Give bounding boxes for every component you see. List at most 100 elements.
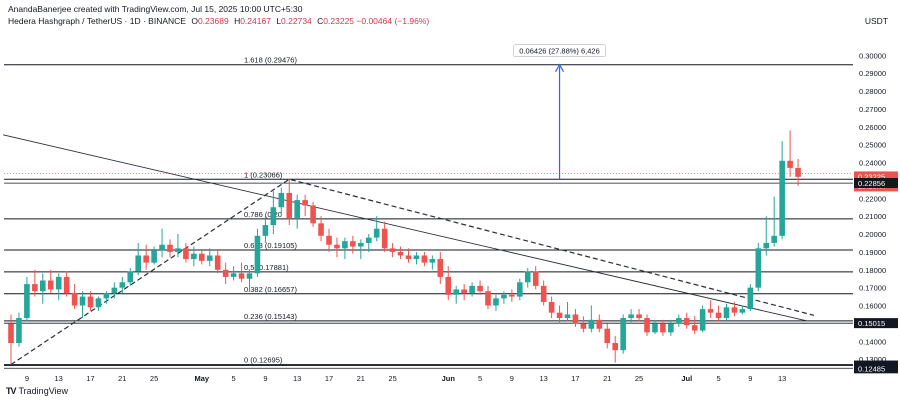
- candle-body[interactable]: [246, 273, 253, 279]
- candle-body[interactable]: [326, 235, 332, 245]
- candle-body[interactable]: [381, 228, 388, 249]
- candle-body[interactable]: [747, 287, 754, 310]
- candle-body[interactable]: [596, 319, 603, 329]
- candle-body[interactable]: [795, 167, 801, 177]
- candle-body[interactable]: [103, 293, 110, 299]
- candle-body[interactable]: [278, 192, 285, 208]
- candle-body[interactable]: [214, 255, 221, 270]
- candle-body[interactable]: [485, 291, 491, 306]
- candle-body[interactable]: [151, 250, 157, 263]
- candle-body[interactable]: [63, 276, 70, 294]
- candle-body[interactable]: [421, 255, 428, 263]
- candle-body[interactable]: [691, 325, 698, 331]
- candle-body[interactable]: [604, 328, 611, 344]
- candle-body[interactable]: [755, 248, 762, 288]
- candle-body[interactable]: [540, 285, 547, 302]
- candle-body[interactable]: [40, 280, 46, 292]
- candle-body[interactable]: [477, 285, 483, 292]
- candle-body[interactable]: [429, 259, 436, 263]
- candle-body[interactable]: [564, 314, 571, 319]
- candle-body[interactable]: [8, 323, 14, 344]
- candle-body[interactable]: [87, 296, 94, 308]
- candle-body[interactable]: [461, 289, 467, 294]
- candle-body[interactable]: [167, 244, 173, 252]
- candle-body[interactable]: [620, 318, 626, 351]
- candle-body[interactable]: [302, 200, 308, 206]
- candle-body[interactable]: [318, 223, 324, 236]
- candle-body[interactable]: [469, 285, 475, 294]
- candle-body[interactable]: [389, 248, 396, 252]
- candle-body[interactable]: [771, 235, 777, 243]
- candle-body[interactable]: [572, 314, 579, 324]
- candle-body[interactable]: [787, 160, 793, 168]
- candle-body[interactable]: [509, 294, 515, 297]
- candle-body[interactable]: [350, 241, 356, 247]
- candle-body[interactable]: [310, 205, 316, 224]
- candle-body[interactable]: [628, 314, 634, 319]
- candle-body[interactable]: [636, 314, 642, 319]
- candle-body[interactable]: [71, 293, 78, 306]
- candle-body[interactable]: [532, 271, 539, 286]
- candle-body[interactable]: [763, 242, 770, 249]
- candle-body[interactable]: [739, 309, 746, 313]
- candle-body[interactable]: [652, 323, 658, 333]
- candle-body[interactable]: [524, 271, 531, 283]
- candle-body[interactable]: [175, 248, 181, 252]
- candle-body[interactable]: [119, 282, 126, 288]
- candle-body[interactable]: [413, 255, 420, 260]
- candle-body[interactable]: [262, 225, 269, 236]
- candle-body[interactable]: [397, 251, 404, 256]
- candle-body[interactable]: [644, 318, 650, 333]
- candle-body[interactable]: [588, 319, 595, 329]
- candle-body[interactable]: [222, 269, 229, 277]
- candle-body[interactable]: [453, 289, 459, 295]
- candle-body[interactable]: [159, 244, 165, 251]
- candle-body[interactable]: [294, 200, 300, 218]
- candle-body[interactable]: [334, 244, 340, 249]
- candle-body[interactable]: [556, 312, 563, 319]
- candle-body[interactable]: [445, 276, 452, 295]
- candle-body[interactable]: [191, 253, 197, 260]
- candle-body[interactable]: [342, 241, 348, 249]
- candle-body[interactable]: [143, 255, 149, 263]
- candle-body[interactable]: [779, 160, 785, 236]
- candle-body[interactable]: [683, 318, 690, 326]
- candle-body[interactable]: [723, 307, 730, 319]
- candle-body[interactable]: [79, 296, 86, 306]
- candle-body[interactable]: [548, 301, 555, 313]
- candle-body[interactable]: [135, 255, 141, 272]
- candle-body[interactable]: [373, 228, 380, 238]
- candle-body[interactable]: [111, 287, 118, 294]
- candle-body[interactable]: [676, 318, 682, 324]
- candle-body[interactable]: [580, 323, 587, 329]
- candle-body[interactable]: [731, 307, 738, 313]
- candle-body[interactable]: [238, 273, 245, 279]
- candle-body[interactable]: [612, 343, 618, 351]
- candle-body[interactable]: [32, 284, 38, 292]
- candle-body[interactable]: [660, 323, 666, 333]
- candle-body[interactable]: [47, 280, 54, 290]
- candle-body[interactable]: [230, 273, 237, 277]
- candle-body[interactable]: [517, 282, 523, 297]
- candle-body[interactable]: [358, 242, 364, 247]
- candle-body[interactable]: [286, 192, 293, 218]
- candle-body[interactable]: [199, 253, 205, 261]
- candle-body[interactable]: [501, 294, 507, 299]
- candle-body[interactable]: [715, 312, 722, 319]
- candle-body[interactable]: [206, 255, 213, 261]
- candle-body[interactable]: [55, 276, 62, 290]
- candle-body[interactable]: [437, 259, 444, 277]
- candle-body[interactable]: [668, 323, 674, 333]
- candle-body[interactable]: [95, 298, 102, 308]
- candle-body[interactable]: [270, 207, 277, 226]
- candle-body[interactable]: [493, 298, 499, 306]
- candle-body[interactable]: [707, 309, 714, 313]
- candle-body[interactable]: [699, 309, 706, 331]
- candle-body[interactable]: [127, 271, 134, 283]
- candle-body[interactable]: [24, 284, 30, 319]
- candle-body[interactable]: [16, 318, 22, 344]
- candle-body[interactable]: [254, 235, 261, 274]
- candle-body[interactable]: [405, 255, 412, 260]
- candle-body[interactable]: [365, 237, 372, 243]
